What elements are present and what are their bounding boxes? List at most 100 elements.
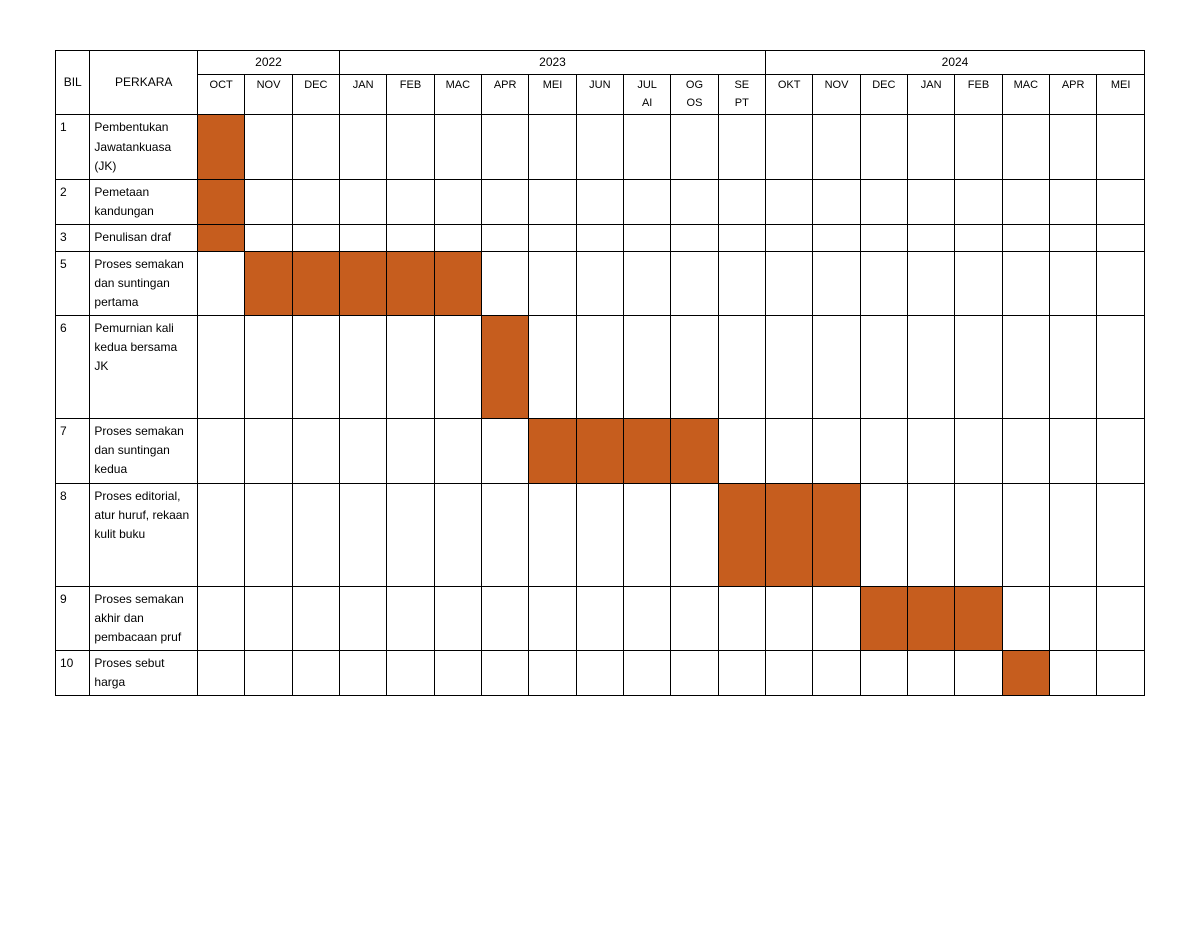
gantt-cell	[529, 651, 576, 696]
gantt-cell	[576, 225, 623, 251]
gantt-cell	[1097, 316, 1145, 419]
gantt-cell	[340, 225, 387, 251]
perkara-cell: Pembentukan Jawatankuasa (JK)	[90, 115, 198, 180]
header-year: 2023	[340, 51, 766, 75]
gantt-cell	[813, 251, 860, 316]
table-row: 5Proses semakan dan suntingan pertama	[56, 251, 1145, 316]
gantt-cell	[1002, 483, 1049, 586]
gantt-cell	[860, 586, 907, 651]
gantt-cell	[434, 251, 481, 316]
gantt-cell	[434, 115, 481, 180]
gantt-cell	[576, 251, 623, 316]
header-month: DEC	[292, 75, 339, 115]
bil-cell: 10	[56, 651, 90, 696]
gantt-cell	[387, 251, 434, 316]
gantt-cell	[1097, 225, 1145, 251]
gantt-cell	[766, 251, 813, 316]
header-year: 2024	[766, 51, 1145, 75]
table-row: 8Proses editorial, atur huruf, rekaan ku…	[56, 483, 1145, 586]
gantt-cell	[955, 483, 1002, 586]
gantt-cell	[529, 419, 576, 484]
gantt-cell	[482, 483, 529, 586]
gantt-cell	[245, 419, 292, 484]
gantt-cell	[529, 586, 576, 651]
gantt-cell	[813, 483, 860, 586]
gantt-cell	[576, 483, 623, 586]
gantt-cell	[907, 179, 954, 224]
gantt-cell	[482, 225, 529, 251]
gantt-cell	[907, 316, 954, 419]
gantt-cell	[766, 316, 813, 419]
header-month: NOV	[245, 75, 292, 115]
gantt-cell	[766, 179, 813, 224]
gantt-cell	[1097, 483, 1145, 586]
header-month: MEI	[529, 75, 576, 115]
gantt-cell	[292, 179, 339, 224]
bil-cell: 3	[56, 225, 90, 251]
gantt-cell	[434, 316, 481, 419]
gantt-cell	[907, 483, 954, 586]
perkara-cell: Penulisan draf	[90, 225, 198, 251]
gantt-cell	[198, 316, 245, 419]
gantt-cell	[292, 115, 339, 180]
perkara-cell: Proses editorial, atur huruf, rekaan kul…	[90, 483, 198, 586]
bil-cell: 5	[56, 251, 90, 316]
gantt-cell	[434, 651, 481, 696]
gantt-cell	[907, 586, 954, 651]
gantt-cell	[245, 115, 292, 180]
gantt-cell	[860, 419, 907, 484]
gantt-cell	[482, 586, 529, 651]
gantt-cell	[529, 179, 576, 224]
gantt-cell	[1002, 225, 1049, 251]
header-month: MEI	[1097, 75, 1145, 115]
gantt-cell	[955, 115, 1002, 180]
gantt-cell	[340, 586, 387, 651]
gantt-cell	[198, 179, 245, 224]
gantt-cell	[718, 586, 765, 651]
gantt-cell	[576, 179, 623, 224]
gantt-cell	[623, 419, 670, 484]
gantt-cell	[623, 225, 670, 251]
gantt-cell	[434, 225, 481, 251]
gantt-cell	[671, 316, 718, 419]
gantt-cell	[387, 225, 434, 251]
gantt-cell	[434, 419, 481, 484]
gantt-cell	[718, 251, 765, 316]
gantt-cell	[860, 115, 907, 180]
gantt-cell	[576, 316, 623, 419]
table-row: 2Pemetaan kandungan	[56, 179, 1145, 224]
gantt-cell	[387, 316, 434, 419]
gantt-cell	[1002, 115, 1049, 180]
gantt-cell	[766, 586, 813, 651]
gantt-cell	[813, 419, 860, 484]
gantt-cell	[292, 586, 339, 651]
gantt-cell	[623, 316, 670, 419]
table-row: 9Proses semakan akhir dan pembacaan pruf	[56, 586, 1145, 651]
gantt-cell	[576, 586, 623, 651]
gantt-cell	[955, 651, 1002, 696]
gantt-cell	[576, 115, 623, 180]
gantt-cell	[860, 316, 907, 419]
gantt-cell	[245, 225, 292, 251]
gantt-cell	[955, 179, 1002, 224]
gantt-cell	[245, 483, 292, 586]
gantt-cell	[292, 651, 339, 696]
gantt-cell	[860, 251, 907, 316]
gantt-cell	[955, 316, 1002, 419]
gantt-cell	[1002, 586, 1049, 651]
gantt-cell	[907, 225, 954, 251]
gantt-cell	[482, 316, 529, 419]
header-month: MAC	[434, 75, 481, 115]
gantt-cell	[671, 179, 718, 224]
gantt-cell	[955, 419, 1002, 484]
gantt-cell	[198, 225, 245, 251]
gantt-cell	[1097, 419, 1145, 484]
gantt-cell	[718, 651, 765, 696]
table-header: BIL PERKARA 202220232024 OCTNOVDECJANFEB…	[56, 51, 1145, 115]
gantt-cell	[576, 419, 623, 484]
gantt-cell	[955, 225, 1002, 251]
gantt-cell	[1049, 179, 1096, 224]
gantt-cell	[1097, 115, 1145, 180]
gantt-cell	[482, 115, 529, 180]
table-row: 1Pembentukan Jawatankuasa (JK)	[56, 115, 1145, 180]
